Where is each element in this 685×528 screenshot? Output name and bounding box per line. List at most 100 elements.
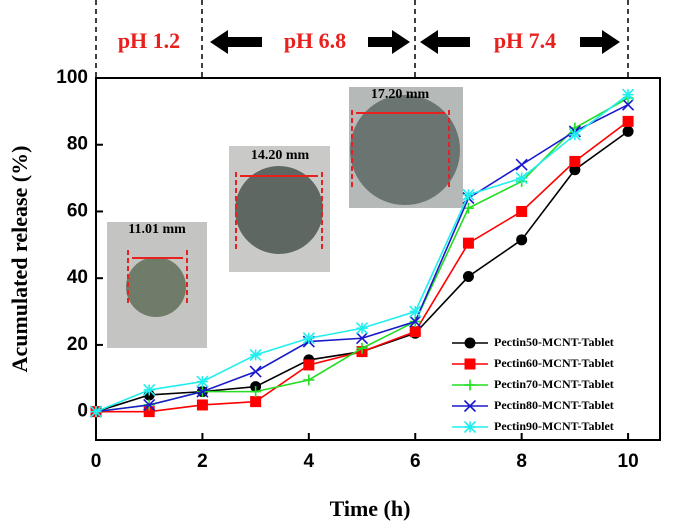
- marker: [622, 98, 635, 111]
- tablet: [235, 166, 323, 254]
- marker-stroke: [355, 322, 369, 335]
- arrow: [368, 30, 410, 54]
- legend-label: Pectin60-MCNT-Tablet: [494, 356, 614, 370]
- marker: [196, 385, 209, 398]
- x-tick-label: 4: [304, 451, 315, 472]
- marker-dot: [516, 205, 528, 217]
- marker: [462, 237, 474, 249]
- marker: [196, 375, 209, 388]
- dividers: [95, 0, 629, 78]
- x-tick-label: 6: [410, 451, 421, 472]
- x-tick-label: 8: [516, 451, 527, 472]
- arrow: [580, 30, 620, 54]
- marker: [409, 305, 422, 318]
- legend-label: Pectin80-MCNT-Tablet: [494, 398, 614, 412]
- marker: [464, 379, 476, 391]
- marker-stroke: [249, 348, 262, 361]
- marker: [249, 348, 262, 361]
- marker: [462, 188, 475, 201]
- marker: [89, 405, 103, 418]
- marker-stroke: [196, 385, 209, 398]
- marker-dot: [303, 359, 315, 371]
- marker: [249, 365, 262, 378]
- marker: [355, 322, 369, 335]
- marker-dot: [462, 237, 474, 249]
- marker: [463, 420, 477, 434]
- legend-label: Pectin70-MCNT-Tablet: [494, 377, 614, 391]
- marker-dot: [143, 406, 155, 418]
- marker: [356, 342, 368, 354]
- marker: [568, 128, 581, 141]
- plot-frame: [95, 77, 661, 441]
- x-tick-label: 10: [618, 451, 639, 472]
- photos: 11.01 mm 14.20 mm 17.20 mm: [107, 87, 463, 348]
- marker-stroke: [515, 172, 528, 185]
- x-tick-label: 0: [91, 451, 102, 472]
- marker-stroke: [89, 405, 103, 418]
- size-label: 11.01 mm: [128, 222, 186, 237]
- marker: [569, 155, 581, 167]
- marker-stroke: [355, 332, 369, 345]
- y-tick-label: 100: [56, 67, 88, 88]
- marker-dot: [464, 337, 476, 349]
- marker: [302, 332, 315, 345]
- marker-dot: [622, 125, 634, 137]
- x-axis-label: Time (h): [330, 496, 411, 521]
- marker: [143, 406, 155, 418]
- marker: [409, 315, 422, 328]
- marker-stroke: [143, 383, 156, 397]
- marker-dot: [569, 164, 581, 176]
- marker-dot: [196, 399, 208, 411]
- marker: [464, 358, 476, 370]
- arrow: [210, 30, 262, 54]
- marker: [250, 396, 262, 408]
- marker: [622, 125, 634, 137]
- x-tick-label: 2: [197, 451, 208, 472]
- marker: [250, 386, 262, 398]
- y-tick-label: 0: [77, 401, 88, 422]
- legend-label: Pectin90-MCNT-Tablet: [494, 419, 614, 433]
- marker-stroke: [622, 88, 635, 101]
- marker-stroke: [622, 98, 635, 111]
- tablet: [350, 95, 460, 205]
- marker: [464, 337, 476, 349]
- marker-dot: [250, 396, 262, 408]
- marker: [303, 374, 315, 386]
- marker: [515, 172, 528, 185]
- legend-label: Pectin50-MCNT-Tablet: [494, 335, 614, 349]
- ph-label: pH 6.8: [284, 28, 346, 53]
- marker-dot: [516, 234, 528, 246]
- marker-stroke: [463, 399, 477, 413]
- arrows: [210, 30, 620, 54]
- marker-dot: [569, 155, 581, 167]
- y-tick-label: 80: [67, 134, 88, 155]
- y-tick-label: 60: [67, 200, 88, 221]
- marker-stroke: [143, 398, 156, 412]
- marker: [196, 399, 208, 411]
- marker-stroke: [249, 365, 262, 378]
- marker-stroke: [302, 332, 315, 345]
- marker-stroke: [409, 315, 422, 328]
- y-tick-label: 40: [67, 267, 88, 288]
- marker: [143, 398, 156, 412]
- marker: [569, 164, 581, 176]
- arrow: [420, 30, 470, 54]
- marker: [622, 115, 634, 127]
- y-tick-label: 20: [67, 334, 88, 355]
- marker: [409, 326, 421, 338]
- y-axis-label: Acumulated release (%): [7, 146, 32, 373]
- marker-dot: [622, 115, 634, 127]
- marker: [515, 158, 528, 171]
- marker-dot: [409, 326, 421, 338]
- marker: [462, 271, 474, 283]
- marker: [463, 399, 477, 413]
- ph-label: pH 7.4: [494, 28, 556, 53]
- marker-stroke: [196, 375, 209, 388]
- marker-stroke: [409, 305, 422, 318]
- marker-stroke: [462, 188, 475, 201]
- marker: [516, 234, 528, 246]
- ph-label: pH 1.2: [118, 28, 180, 53]
- marker: [303, 359, 315, 371]
- marker-stroke: [568, 128, 581, 141]
